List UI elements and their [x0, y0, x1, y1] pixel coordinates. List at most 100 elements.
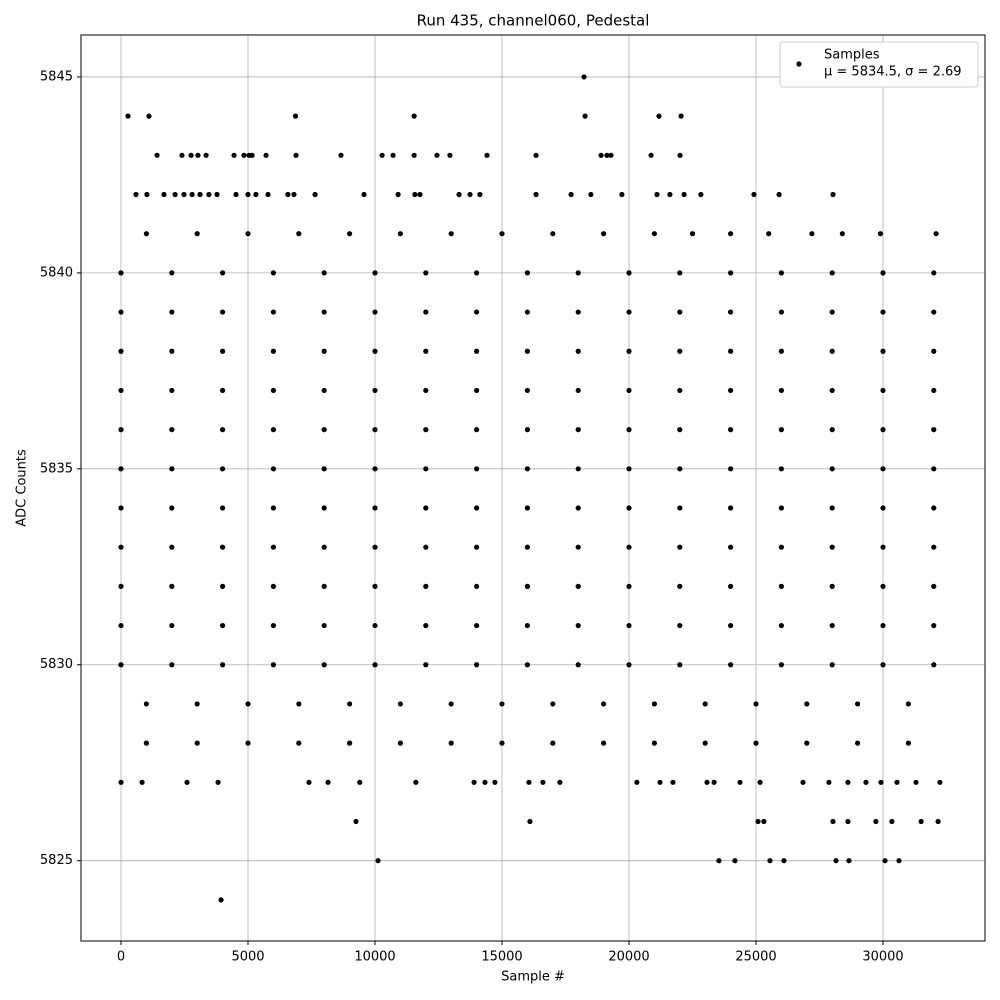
- point: [118, 466, 124, 472]
- point: [353, 818, 359, 825]
- point: [411, 152, 417, 158]
- point: [118, 662, 124, 668]
- point: [704, 779, 710, 785]
- point: [581, 74, 587, 80]
- point: [321, 662, 327, 668]
- point: [474, 309, 480, 315]
- point: [169, 387, 175, 394]
- point: [372, 583, 378, 589]
- point: [767, 858, 773, 864]
- point: [829, 505, 835, 511]
- point: [626, 348, 632, 354]
- point: [575, 309, 581, 315]
- point: [575, 544, 581, 550]
- point: [270, 544, 277, 550]
- point: [727, 466, 734, 472]
- point: [727, 309, 734, 315]
- point: [220, 270, 226, 276]
- point: [931, 544, 937, 550]
- point: [896, 858, 902, 864]
- point: [931, 505, 937, 511]
- point: [143, 740, 150, 746]
- point: [727, 231, 734, 237]
- point: [654, 191, 660, 198]
- point: [588, 191, 594, 198]
- point: [540, 779, 546, 785]
- point: [681, 191, 687, 198]
- point: [423, 387, 429, 394]
- point: [575, 505, 581, 511]
- point: [423, 427, 429, 433]
- point: [677, 622, 683, 629]
- point: [878, 779, 884, 785]
- point: [347, 740, 353, 746]
- point: [220, 544, 226, 550]
- x-tick-label: 5000: [231, 950, 264, 965]
- point: [753, 740, 759, 746]
- y-tick-label: 5840: [40, 265, 73, 280]
- point: [626, 387, 632, 394]
- point: [133, 191, 139, 198]
- point: [423, 583, 429, 589]
- point: [194, 701, 200, 707]
- point: [598, 152, 604, 158]
- point: [677, 387, 683, 394]
- point: [677, 152, 683, 158]
- point: [524, 622, 530, 629]
- point: [575, 270, 581, 276]
- point: [778, 309, 784, 315]
- point: [372, 387, 378, 394]
- point: [474, 622, 480, 629]
- point: [931, 387, 937, 394]
- point: [270, 427, 277, 433]
- point: [413, 779, 419, 785]
- point: [931, 622, 937, 629]
- point: [845, 779, 851, 785]
- point: [905, 701, 911, 707]
- point: [880, 622, 886, 629]
- point: [118, 505, 124, 511]
- point: [375, 858, 381, 864]
- point: [220, 466, 226, 472]
- legend-label: Samples: [824, 48, 880, 63]
- point: [448, 701, 454, 707]
- point: [575, 622, 581, 629]
- point: [608, 152, 614, 158]
- point: [778, 662, 784, 668]
- point: [474, 466, 480, 472]
- point: [139, 779, 145, 785]
- point: [448, 231, 454, 237]
- point: [931, 270, 937, 276]
- point: [372, 348, 378, 354]
- point: [118, 309, 124, 315]
- point: [423, 466, 429, 472]
- point: [931, 309, 937, 315]
- plot-frame: [80, 34, 986, 942]
- point: [651, 701, 657, 707]
- point: [270, 583, 277, 589]
- point: [524, 270, 530, 276]
- point: [882, 858, 888, 864]
- point: [873, 818, 879, 825]
- point: [698, 191, 704, 198]
- point: [880, 387, 886, 394]
- point: [727, 622, 734, 629]
- point: [477, 191, 483, 198]
- point: [169, 348, 175, 354]
- point: [270, 662, 277, 668]
- point: [880, 348, 886, 354]
- point: [411, 113, 417, 119]
- point: [397, 701, 404, 707]
- point: [600, 740, 607, 746]
- point: [270, 466, 277, 472]
- point: [270, 387, 277, 394]
- point: [880, 466, 886, 472]
- point: [423, 505, 429, 511]
- point: [727, 505, 734, 511]
- point: [474, 427, 480, 433]
- point: [270, 309, 277, 315]
- point: [161, 191, 167, 198]
- point: [321, 505, 327, 511]
- point: [474, 662, 480, 668]
- point: [894, 779, 900, 785]
